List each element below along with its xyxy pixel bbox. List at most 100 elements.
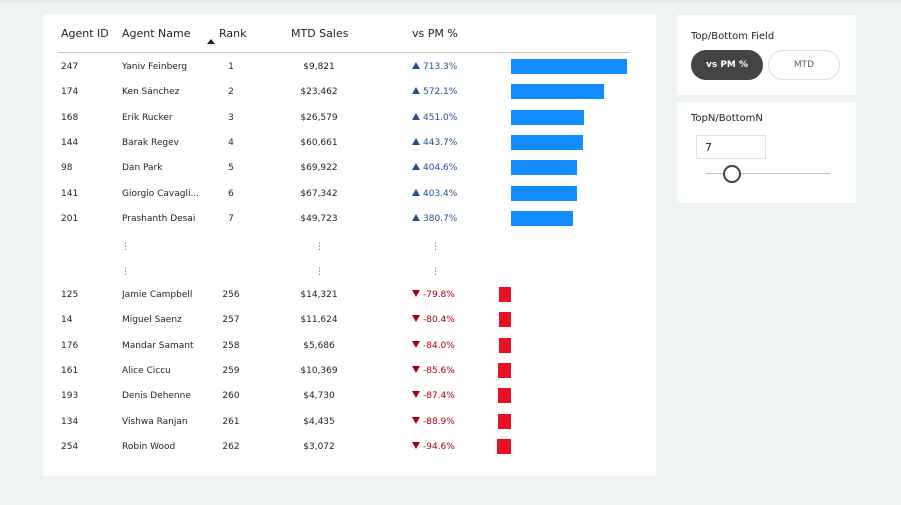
agent-name-cell: Robin Wood [122, 441, 176, 452]
rank-cell: 261 [222, 416, 240, 427]
table-row[interactable]: 174 Ken Sánchez 2 $23,462 572.1% [43, 80, 656, 105]
agent-name-cell: Barak Regev [122, 137, 179, 148]
negative-data-bar [498, 362, 511, 378]
sort-ascending-icon[interactable] [207, 39, 215, 44]
rank-cell: 2 [228, 87, 234, 98]
mtd-sales-cell: $4,435 [303, 416, 335, 427]
mtd-sales-cell: $5,686 [303, 340, 335, 351]
header-agent-name[interactable]: Agent Name [122, 27, 191, 40]
mtd-sales-cell: $23,462 [300, 87, 338, 98]
top-bottom-field-slicer: Top/Bottom Field vs PM % MTD [677, 15, 856, 95]
slider-track[interactable] [706, 173, 830, 174]
table-row[interactable]: 134 Vishwa Ranjan 261 $4,435 -88.9% [43, 410, 656, 435]
mtd-sales-cell: $3,072 [303, 441, 335, 452]
option-mtd-button[interactable]: MTD [768, 50, 840, 80]
agent-id-cell: 254 [61, 441, 79, 452]
agent-id-cell: 98 [61, 163, 73, 174]
table-row[interactable]: 14 Miguel Saenz 257 $11,624 -80.4% [43, 308, 656, 333]
option-vs-pm-button[interactable]: vs PM % [691, 50, 763, 80]
rank-cell: 5 [228, 163, 234, 174]
positive-data-bar [511, 160, 577, 176]
agent-id-cell: 176 [61, 340, 79, 351]
table-row[interactable]: 144 Barak Regev 4 $60,661 443.7% [43, 131, 656, 156]
negative-data-bar [499, 312, 511, 328]
ellipsis-pm-2: ⋮ [431, 267, 440, 277]
table-row[interactable]: 176 Mandar Samant 258 $5,686 -84.0% [43, 334, 656, 359]
agent-name-cell: Yaniv Feinberg [122, 62, 188, 72]
vs-pm-value: -79.8% [423, 290, 455, 300]
vs-pm-value: -94.6% [423, 441, 455, 452]
vs-pm-value: -80.4% [423, 315, 455, 326]
table-row[interactable]: 141 Giorgio Cavagli... 6 $67,342 403.4% [43, 182, 656, 207]
agent-name-cell: Dan Park [122, 163, 163, 174]
vs-pm-value: 713.3% [423, 62, 458, 72]
ellipsis-pm-1: ⋮ [431, 242, 440, 252]
agent-name-cell: Mandar Samant [122, 340, 194, 351]
positive-data-bar [511, 109, 584, 125]
top-band [0, 0, 901, 3]
agent-name-cell: Prashanth Desai [122, 213, 196, 224]
header-rank[interactable]: Rank [219, 27, 247, 40]
triangle-down-icon [412, 290, 420, 297]
negative-data-bar [498, 388, 511, 404]
triangle-up-icon [412, 137, 420, 145]
rank-cell: 7 [228, 213, 234, 224]
vs-pm-cell: -88.9% [412, 416, 462, 427]
table-row[interactable]: 161 Alice Ciccu 259 $10,369 -85.6% [43, 359, 656, 384]
topn-title: TopN/BottomN [691, 113, 763, 124]
header-divider [58, 52, 630, 53]
vs-pm-cell: 572.1% [412, 87, 462, 97]
vs-pm-cell: 404.6% [412, 163, 462, 173]
positive-data-bar [511, 210, 573, 226]
triangle-down-icon [412, 315, 420, 323]
slider-thumb[interactable] [723, 165, 741, 183]
positive-data-bar [511, 59, 627, 74]
triangle-up-icon [412, 213, 420, 221]
header-mtd-sales[interactable]: MTD Sales [291, 27, 349, 40]
table-row[interactable]: 254 Robin Wood 262 $3,072 -94.6% [43, 435, 656, 460]
vs-pm-cell: -85.6% [412, 365, 462, 376]
table-row[interactable]: 193 Denis Dehenne 260 $4,730 -87.4% [43, 384, 656, 409]
rank-cell: 262 [222, 441, 240, 452]
agent-id-cell: 168 [61, 112, 79, 123]
mtd-sales-cell: $69,922 [300, 163, 338, 174]
table-row[interactable]: 247 Yaniv Feinberg 1 $9,821 713.3% [43, 55, 656, 80]
agent-id-cell: 14 [61, 315, 73, 326]
agent-name-cell: Giorgio Cavagli... [122, 188, 200, 199]
mtd-sales-cell: $60,661 [300, 137, 338, 148]
agent-name-cell: Erik Rucker [122, 112, 173, 123]
negative-data-bar [498, 413, 511, 429]
positive-data-bar [511, 84, 604, 100]
agent-id-cell: 134 [61, 416, 79, 427]
header-vs-pm[interactable]: vs PM % [412, 27, 458, 40]
table-row[interactable]: 201 Prashanth Desai 7 $49,723 380.7% [43, 207, 656, 232]
vs-pm-value: -84.0% [423, 340, 455, 351]
rank-cell: 256 [222, 290, 240, 300]
mtd-sales-cell: $67,342 [300, 188, 338, 199]
mtd-sales-cell: $9,821 [303, 62, 335, 72]
triangle-down-icon [412, 340, 420, 348]
header-agent-id[interactable]: Agent ID [61, 27, 109, 40]
triangle-down-icon [412, 365, 420, 373]
table-row[interactable]: 125 Jamie Campbell 256 $14,321 -79.8% [43, 283, 656, 308]
topn-value-input[interactable]: 7 [696, 135, 766, 159]
triangle-up-icon [412, 188, 420, 196]
vs-pm-value: -88.9% [423, 416, 455, 427]
triangle-up-icon [412, 62, 420, 69]
agent-id-cell: 141 [61, 188, 79, 199]
vs-pm-value: -85.6% [423, 365, 455, 376]
agent-id-cell: 247 [61, 62, 79, 72]
agent-id-cell: 144 [61, 137, 79, 148]
mtd-sales-cell: $11,624 [300, 315, 338, 326]
rank-cell: 6 [228, 188, 234, 199]
agent-id-cell: 125 [61, 290, 79, 300]
table-row[interactable]: 98 Dan Park 5 $69,922 404.6% [43, 156, 656, 181]
agent-sales-table: Agent ID Agent Name Rank MTD Sales vs PM… [43, 14, 656, 476]
rank-cell: 259 [222, 365, 240, 376]
table-row[interactable]: 168 Erik Rucker 3 $26,579 451.0% [43, 106, 656, 131]
ellipsis-sales-1: ⋮ [315, 242, 324, 252]
vs-pm-value: -87.4% [423, 391, 455, 402]
agent-name-cell: Jamie Campbell [122, 290, 193, 300]
agent-id-cell: 201 [61, 213, 79, 224]
vs-pm-value: 443.7% [423, 137, 458, 148]
